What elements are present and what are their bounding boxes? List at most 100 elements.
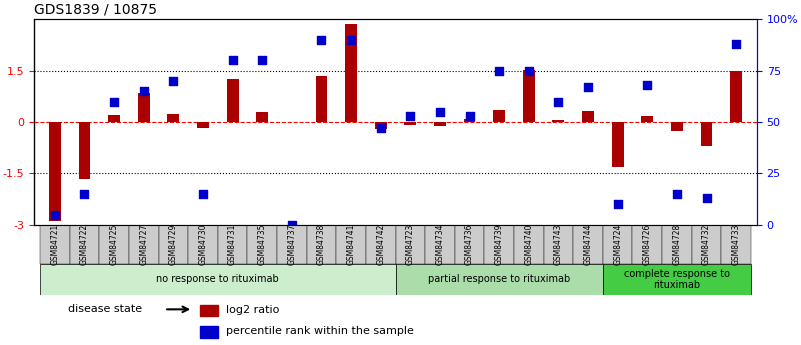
Bar xyxy=(523,70,535,122)
Bar xyxy=(642,116,653,122)
Point xyxy=(552,99,565,104)
Point xyxy=(315,37,328,43)
FancyBboxPatch shape xyxy=(218,225,248,264)
FancyBboxPatch shape xyxy=(40,225,70,264)
Bar xyxy=(375,122,387,129)
Text: disease state: disease state xyxy=(68,304,143,314)
Point xyxy=(78,191,91,197)
Text: GSM84721: GSM84721 xyxy=(50,224,59,265)
Text: GSM84736: GSM84736 xyxy=(465,224,474,265)
Text: GSM84728: GSM84728 xyxy=(672,224,682,265)
Bar xyxy=(78,122,91,179)
Point xyxy=(611,201,624,207)
FancyBboxPatch shape xyxy=(692,225,722,264)
Text: GSM84731: GSM84731 xyxy=(228,224,237,265)
Text: GSM84741: GSM84741 xyxy=(347,224,356,265)
Bar xyxy=(553,120,565,122)
FancyBboxPatch shape xyxy=(633,225,662,264)
FancyBboxPatch shape xyxy=(662,225,692,264)
Point xyxy=(167,78,179,84)
Point xyxy=(374,126,387,131)
Text: GSM84732: GSM84732 xyxy=(702,224,711,265)
FancyBboxPatch shape xyxy=(129,225,159,264)
Point xyxy=(226,58,239,63)
Bar xyxy=(197,122,209,128)
FancyBboxPatch shape xyxy=(277,225,307,264)
Text: GSM84730: GSM84730 xyxy=(199,224,207,265)
FancyBboxPatch shape xyxy=(366,225,396,264)
FancyBboxPatch shape xyxy=(485,225,514,264)
FancyBboxPatch shape xyxy=(544,225,574,264)
Text: partial response to rituximab: partial response to rituximab xyxy=(428,274,570,284)
Point xyxy=(730,41,743,47)
Text: GSM84726: GSM84726 xyxy=(642,224,652,265)
Point xyxy=(137,88,150,94)
Text: GSM84725: GSM84725 xyxy=(110,224,119,265)
FancyBboxPatch shape xyxy=(425,225,455,264)
Point xyxy=(107,99,120,104)
Bar xyxy=(108,115,120,122)
Point xyxy=(256,58,268,63)
Point xyxy=(48,212,61,217)
Text: GDS1839 / 10875: GDS1839 / 10875 xyxy=(34,3,157,17)
FancyBboxPatch shape xyxy=(455,225,485,264)
Bar xyxy=(405,122,417,125)
Point xyxy=(522,68,535,73)
Bar xyxy=(671,122,682,131)
Point xyxy=(463,113,476,119)
Text: GSM84738: GSM84738 xyxy=(317,224,326,265)
FancyBboxPatch shape xyxy=(574,225,603,264)
Text: GSM84722: GSM84722 xyxy=(80,224,89,265)
Bar xyxy=(612,122,624,167)
FancyBboxPatch shape xyxy=(396,225,425,264)
Text: GSM84723: GSM84723 xyxy=(406,224,415,265)
Bar xyxy=(138,93,150,122)
Bar xyxy=(49,122,61,221)
Text: no response to rituximab: no response to rituximab xyxy=(156,274,280,284)
FancyBboxPatch shape xyxy=(603,225,633,264)
Text: GSM84724: GSM84724 xyxy=(613,224,622,265)
Bar xyxy=(464,119,476,122)
Point xyxy=(344,37,357,43)
Point xyxy=(641,82,654,88)
FancyBboxPatch shape xyxy=(603,264,751,295)
FancyBboxPatch shape xyxy=(99,225,129,264)
Point xyxy=(670,191,683,197)
Text: complete response to
rituximab: complete response to rituximab xyxy=(624,269,730,290)
Bar xyxy=(345,24,357,122)
Bar xyxy=(200,326,219,337)
Point xyxy=(404,113,417,119)
FancyBboxPatch shape xyxy=(307,225,336,264)
Text: GSM84742: GSM84742 xyxy=(376,224,385,265)
Bar xyxy=(701,122,712,146)
Point xyxy=(196,191,209,197)
Bar xyxy=(167,114,179,122)
FancyBboxPatch shape xyxy=(514,225,544,264)
Point xyxy=(285,222,298,228)
Text: GSM84737: GSM84737 xyxy=(288,224,296,265)
Text: GSM84729: GSM84729 xyxy=(169,224,178,265)
Bar xyxy=(227,79,239,122)
FancyBboxPatch shape xyxy=(722,225,751,264)
Point xyxy=(700,195,713,201)
FancyBboxPatch shape xyxy=(159,225,188,264)
Text: percentile rank within the sample: percentile rank within the sample xyxy=(226,326,413,336)
Bar xyxy=(256,112,268,122)
Text: GSM84735: GSM84735 xyxy=(258,224,267,265)
Bar xyxy=(316,76,328,122)
Bar xyxy=(434,122,446,126)
Text: GSM84744: GSM84744 xyxy=(584,224,593,265)
Bar xyxy=(582,111,594,122)
Bar xyxy=(200,305,219,316)
Text: GSM84734: GSM84734 xyxy=(436,224,445,265)
Point xyxy=(493,68,505,73)
Bar xyxy=(493,110,505,122)
FancyBboxPatch shape xyxy=(336,225,366,264)
Text: GSM84739: GSM84739 xyxy=(495,224,504,265)
Bar xyxy=(731,71,742,122)
Point xyxy=(433,109,446,115)
Point xyxy=(582,85,594,90)
Text: GSM84727: GSM84727 xyxy=(139,224,148,265)
FancyBboxPatch shape xyxy=(396,264,603,295)
Text: log2 ratio: log2 ratio xyxy=(226,305,279,315)
